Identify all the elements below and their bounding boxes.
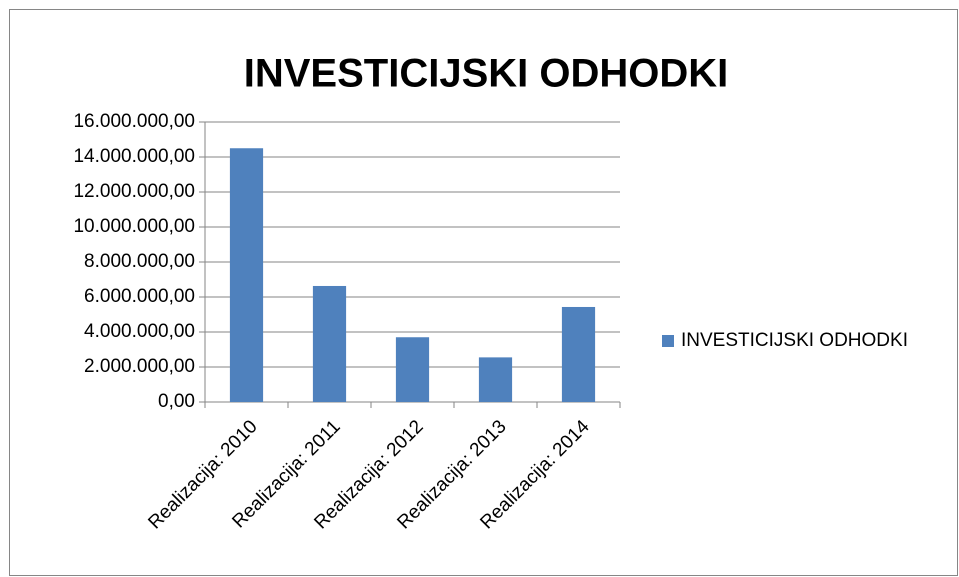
- y-tick-label: 12.000.000,00: [73, 181, 195, 202]
- y-tick-label: 6.000.000,00: [84, 286, 195, 307]
- legend-label: INVESTICIJSKI ODHODKI: [681, 330, 908, 351]
- bar: [395, 337, 430, 402]
- bar: [561, 306, 596, 402]
- bar: [229, 148, 264, 402]
- y-tick-label: 14.000.000,00: [73, 146, 195, 167]
- y-tick-label: 16.000.000,00: [73, 111, 195, 132]
- bar: [312, 285, 347, 402]
- y-tick-label: 4.000.000,00: [84, 321, 195, 342]
- legend-swatch: [662, 335, 674, 347]
- chart-frame: [9, 9, 958, 576]
- chart-title: INVESTICIJSKI ODHODKI: [244, 52, 729, 96]
- y-tick-label: 0,00: [158, 391, 195, 412]
- bar: [478, 357, 513, 402]
- y-tick-label: 8.000.000,00: [84, 251, 195, 272]
- y-tick-label: 10.000.000,00: [73, 216, 195, 237]
- y-tick-label: 2.000.000,00: [84, 356, 195, 377]
